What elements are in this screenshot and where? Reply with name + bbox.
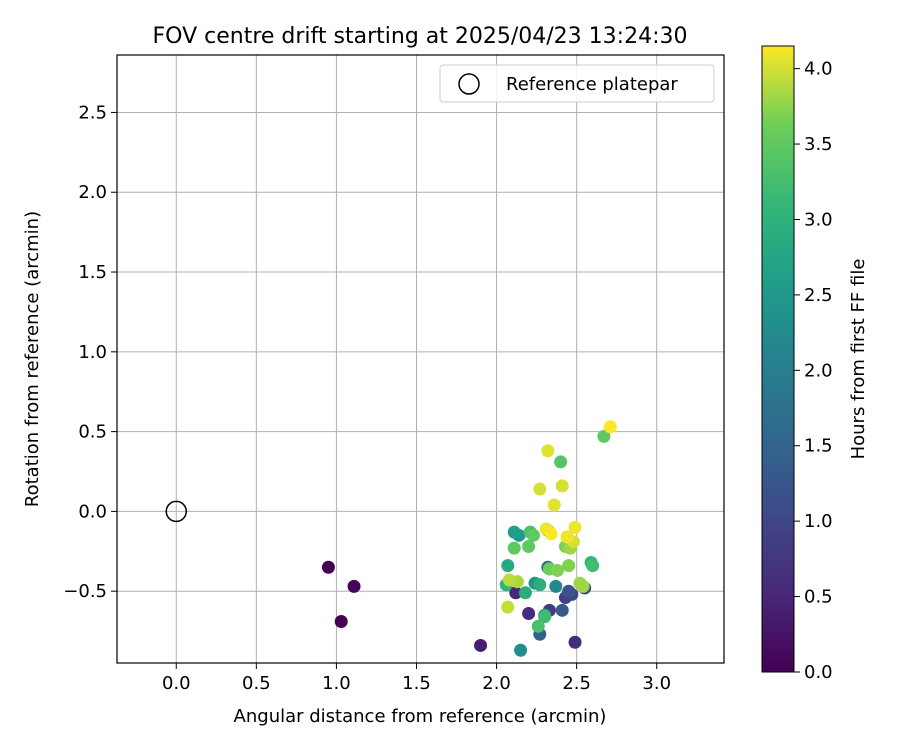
colorbar-label: Hours from first FF file <box>848 259 869 460</box>
data-point <box>568 520 582 534</box>
data-point <box>518 586 532 600</box>
data-point <box>522 540 536 554</box>
colorbar-tick-label: 3.5 <box>804 134 833 155</box>
data-point <box>538 610 552 624</box>
data-point <box>555 479 569 493</box>
x-tick-label: 2.0 <box>482 673 511 694</box>
reference-marker-group <box>165 500 188 523</box>
data-point <box>509 586 523 600</box>
colorbar: 0.0 0.5 1.0 1.5 2.0 2.5 3.0 3.5 4.0 Hours from f… <box>761 45 869 683</box>
x-tick-label: 0.5 <box>242 673 271 694</box>
colorbar-tick-label: 3.0 <box>804 209 833 230</box>
plot-background <box>117 55 724 663</box>
legend-box <box>439 64 715 103</box>
x-tick-label: 0.0 <box>162 673 191 694</box>
y-tick-label: 1.5 <box>78 262 107 283</box>
x-tick-label: 2.5 <box>562 673 591 694</box>
data-point <box>550 563 564 577</box>
data-point <box>533 578 547 592</box>
colorbar-tick-label: 1.5 <box>804 436 833 457</box>
y-tick-label: 0.0 <box>78 501 107 522</box>
data-point <box>560 530 574 544</box>
data-point <box>474 638 488 652</box>
data-points <box>321 420 617 657</box>
legend-label: Reference platepar <box>506 74 678 95</box>
colorbar-gradient <box>761 45 795 673</box>
legend: Reference platepar <box>439 64 715 103</box>
data-point <box>541 444 555 458</box>
data-point <box>507 525 521 539</box>
data-point <box>514 643 528 657</box>
data-point <box>531 619 545 633</box>
colorbar-tick-label: 2.0 <box>804 360 833 381</box>
colorbar-ticks: 0.0 0.5 1.0 1.5 2.0 2.5 3.0 3.5 4.0 <box>794 59 833 683</box>
x-tick-label: 1.5 <box>402 673 431 694</box>
data-point <box>597 429 611 443</box>
y-tick-label: −0.5 <box>63 581 107 602</box>
colorbar-tick-label: 1.0 <box>804 511 833 532</box>
data-point <box>507 541 521 555</box>
colorbar-tick-label: 0.5 <box>804 587 833 608</box>
x-tick-label: 3.0 <box>642 673 671 694</box>
y-tick-label: 2.0 <box>78 182 107 203</box>
data-point <box>576 579 590 593</box>
data-point <box>544 527 558 541</box>
data-point <box>522 607 536 621</box>
legend-marker <box>458 73 480 95</box>
data-point <box>501 559 515 573</box>
data-point <box>502 573 516 587</box>
colorbar-tick-label: 0.0 <box>804 662 833 683</box>
data-point <box>347 579 361 593</box>
x-tick-label: 1.0 <box>322 673 351 694</box>
data-point <box>533 482 547 496</box>
data-point <box>526 528 540 542</box>
plot-frame <box>116 54 725 664</box>
y-axis-label: Rotation from reference (arcmin) <box>22 211 43 507</box>
axis-ticks: 0.0 0.5 1.0 1.5 2.0 2.5 3.0 −0.5 0.0 0.5 1.0 1.5 2.0… <box>63 102 671 694</box>
data-point <box>549 579 563 593</box>
grid <box>117 55 724 663</box>
data-point <box>562 559 576 573</box>
data-point <box>334 615 348 629</box>
data-point <box>554 455 568 469</box>
colorbar-tick-label: 2.5 <box>804 285 833 306</box>
reference-platepar-marker <box>165 500 188 523</box>
colorbar-tick-label: 4.0 <box>804 59 833 80</box>
chart-title: FOV centre drift starting at 2025/04/23 … <box>153 24 688 49</box>
y-tick-label: 0.5 <box>78 422 107 443</box>
data-point <box>586 559 600 573</box>
y-tick-label: 1.0 <box>78 342 107 363</box>
data-point <box>501 600 515 614</box>
data-point <box>547 498 561 512</box>
y-tick-label: 2.5 <box>78 102 107 123</box>
data-point <box>562 584 576 598</box>
data-point <box>321 560 335 574</box>
data-point <box>603 420 617 434</box>
data-point <box>568 635 582 649</box>
data-point <box>555 603 569 617</box>
x-axis-label: Angular distance from reference (arcmin) <box>234 706 607 727</box>
